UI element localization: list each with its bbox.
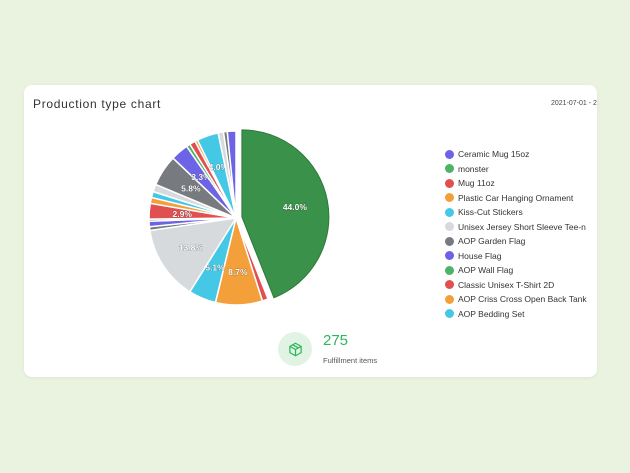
- date-range[interactable]: 2021-07-01 - 2: [551, 100, 597, 107]
- legend-item[interactable]: AOP Garden Flag: [445, 234, 597, 249]
- legend-label: House Flag: [458, 250, 502, 261]
- legend-label: Classic Unisex T-Shirt 2D: [458, 279, 555, 290]
- legend-swatch: [445, 265, 454, 275]
- box-icon: [278, 332, 312, 366]
- legend-item[interactable]: monster: [445, 162, 597, 177]
- slice-data-label: 3.3%: [191, 172, 211, 182]
- legend-label: Ceramic Mug 15oz: [458, 149, 530, 160]
- legend-label: AOP Garden Flag: [458, 236, 526, 247]
- legend-item[interactable]: Classic Unisex T-Shirt 2D: [445, 278, 597, 293]
- legend-swatch: [445, 207, 454, 217]
- legend-item[interactable]: Kiss-Cut Stickers: [445, 205, 597, 220]
- pie-chart: 44.0% 8.7%5.1% 13.8% 2.9% 5.8% 3.3%4.0%: [148, 129, 330, 306]
- legend-item[interactable]: AOP Wall Flag: [445, 263, 597, 278]
- legend-swatch: [445, 280, 454, 290]
- legend-label: AOP Criss Cross Open Back Tank: [458, 294, 587, 305]
- legend-item[interactable]: AOP Criss Cross Open Back Tank: [445, 292, 597, 307]
- fulfillment-count: 275: [323, 332, 349, 349]
- legend-label: AOP Wall Flag: [458, 265, 514, 276]
- legend-swatch: [445, 251, 454, 261]
- slice-data-label: 44.0%: [283, 202, 308, 212]
- legend-item[interactable]: Ceramic Mug 15oz: [445, 147, 597, 162]
- legend-label: Plastic Car Hanging Ornament: [458, 192, 574, 203]
- slice-data-label: 2.9%: [173, 209, 193, 219]
- pie-slice[interactable]: [226, 130, 237, 219]
- legend-item[interactable]: AOP Bedding Set: [445, 307, 597, 322]
- legend-label: monster: [458, 163, 489, 174]
- fulfillment-label: Fulfillment items: [323, 356, 378, 365]
- legend-swatch: [445, 193, 454, 203]
- legend-item[interactable]: Plastic Car Hanging Ornament: [445, 191, 597, 206]
- legend-item[interactable]: House Flag: [445, 249, 597, 264]
- legend-label: Unisex Jersey Short Sleeve Tee-n: [458, 221, 586, 232]
- legend-item[interactable]: Unisex Jersey Short Sleeve Tee-n: [445, 220, 597, 235]
- legend-swatch: [445, 294, 454, 304]
- legend-label: Kiss-Cut Stickers: [458, 207, 523, 218]
- legend-swatch: [445, 164, 454, 174]
- pie-slice[interactable]: [149, 217, 238, 293]
- slice-data-label: 5.8%: [181, 184, 201, 194]
- legend-item[interactable]: Mug 11oz: [445, 176, 597, 191]
- legend-swatch: [445, 309, 454, 319]
- slice-data-label: 13.8%: [179, 242, 204, 252]
- legend-label: AOP Bedding Set: [458, 308, 525, 319]
- card-title: Production type chart: [33, 97, 162, 111]
- legend-swatch: [445, 149, 454, 159]
- legend-swatch: [445, 236, 454, 246]
- chart-legend: Ceramic Mug 15oz monster Mug 11oz Plastic C…: [445, 147, 597, 321]
- slice-data-label: 5.1%: [205, 263, 225, 273]
- pie-slice[interactable]: [241, 129, 330, 299]
- legend-swatch: [445, 178, 454, 188]
- legend-swatch: [445, 222, 454, 232]
- production-type-card: Production type chart 2021-07-01 - 2 44.…: [24, 85, 597, 377]
- slice-data-label: 8.7%: [228, 267, 248, 277]
- legend-label: Mug 11oz: [458, 178, 495, 189]
- slice-data-label: 4.0%: [209, 162, 229, 172]
